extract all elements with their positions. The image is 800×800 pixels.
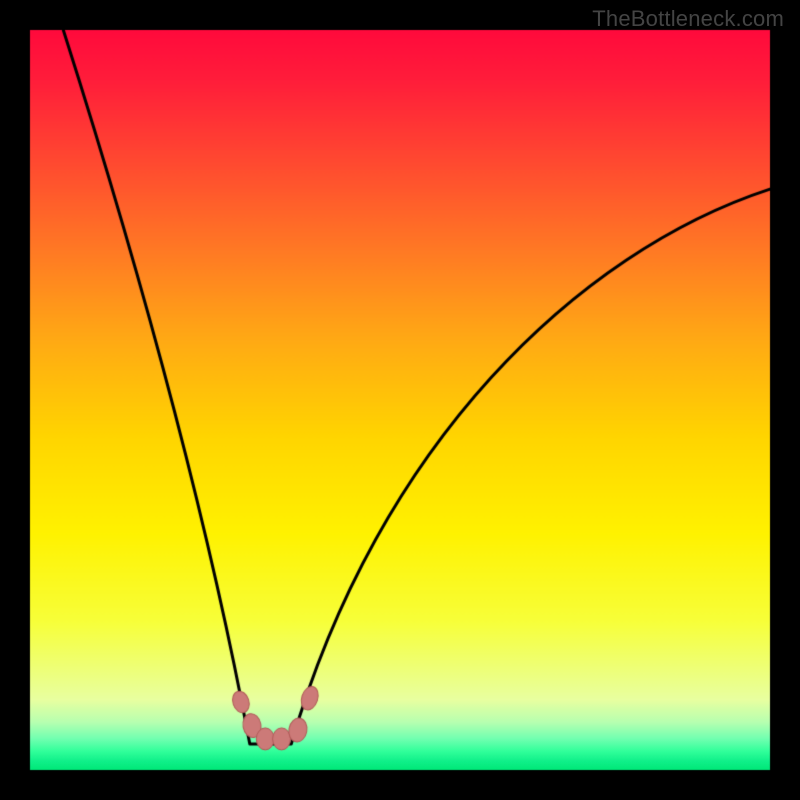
watermark-label: TheBottleneck.com xyxy=(592,6,784,32)
bottleneck-chart-canvas xyxy=(0,0,800,800)
chart-root: TheBottleneck.com xyxy=(0,0,800,800)
